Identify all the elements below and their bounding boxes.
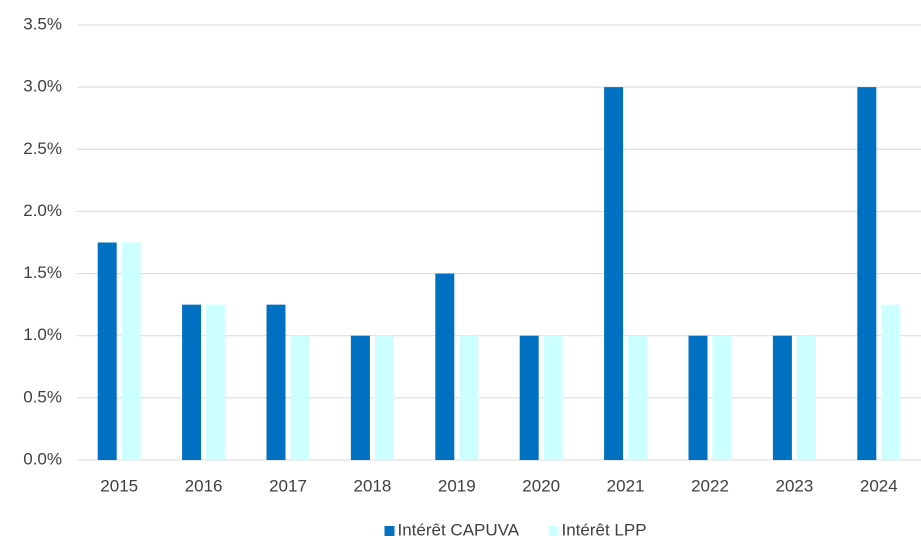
bar — [182, 304, 202, 460]
x-tick-label: 2024 — [860, 476, 898, 495]
bar — [266, 304, 286, 460]
y-tick-label: 3.5% — [23, 14, 62, 33]
x-tick-label: 2016 — [185, 476, 223, 495]
bar — [772, 335, 792, 460]
bar — [519, 335, 539, 460]
x-tick-label: 2023 — [775, 476, 813, 495]
bar — [121, 242, 141, 460]
x-tick-label: 2019 — [438, 476, 476, 495]
y-tick-label: 2.0% — [23, 201, 62, 220]
bar — [290, 335, 310, 460]
bar — [796, 335, 816, 460]
legend-label: Intérêt LPP — [562, 520, 647, 539]
bar — [350, 335, 370, 460]
legend-label: Intérêt CAPUVA — [398, 520, 520, 539]
bar — [435, 273, 455, 460]
y-tick-label: 0.0% — [23, 449, 62, 468]
bar — [857, 87, 877, 461]
bar — [206, 304, 226, 460]
bar — [374, 335, 394, 460]
bar — [604, 87, 624, 461]
y-tick-label: 1.0% — [23, 325, 62, 344]
legend-swatch — [548, 526, 559, 536]
y-tick-label: 3.0% — [23, 77, 62, 96]
x-tick-label: 2020 — [522, 476, 560, 495]
bar — [712, 335, 732, 460]
x-tick-label: 2018 — [353, 476, 391, 495]
x-tick-label: 2022 — [691, 476, 729, 495]
bar — [543, 335, 563, 460]
bar — [628, 335, 648, 460]
y-tick-label: 1.5% — [23, 263, 62, 282]
x-tick-label: 2017 — [269, 476, 307, 495]
x-tick-label: 2015 — [100, 476, 138, 495]
bar — [881, 304, 901, 460]
bar — [459, 335, 479, 460]
y-tick-label: 2.5% — [23, 139, 62, 158]
bar — [688, 335, 708, 460]
x-tick-label: 2021 — [607, 476, 645, 495]
y-tick-label: 0.5% — [23, 387, 62, 406]
legend-swatch — [384, 526, 395, 536]
bar — [97, 242, 117, 460]
